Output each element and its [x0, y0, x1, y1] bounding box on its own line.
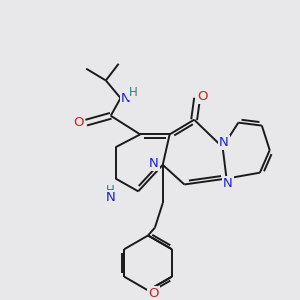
Text: N: N [223, 177, 233, 190]
Text: O: O [198, 90, 208, 103]
Text: N: N [121, 92, 131, 105]
Text: O: O [148, 287, 159, 300]
Text: N: N [219, 136, 229, 149]
Text: H: H [129, 86, 138, 99]
Text: O: O [74, 116, 84, 129]
Text: H: H [106, 184, 115, 197]
Text: N: N [149, 157, 159, 170]
Text: N: N [105, 191, 115, 204]
